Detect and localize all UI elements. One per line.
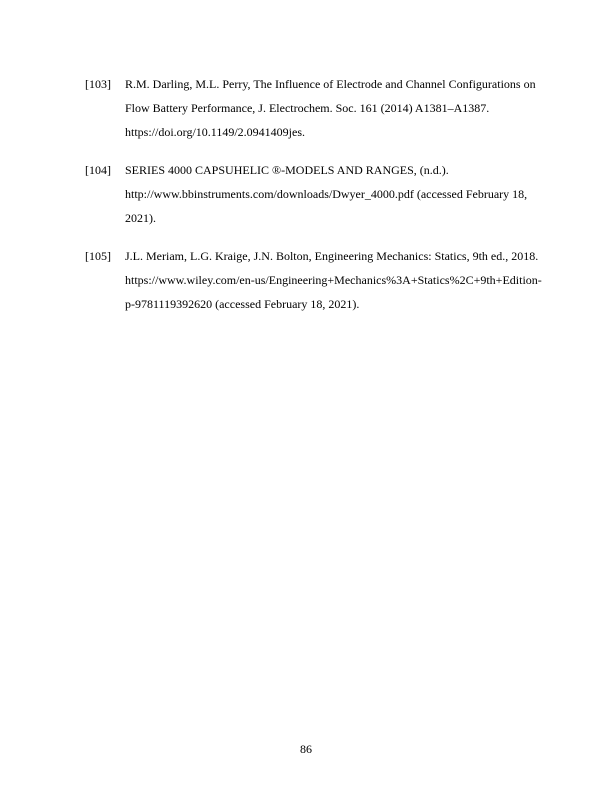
reference-label: [103] xyxy=(85,72,125,144)
reference-entry: [103] R.M. Darling, M.L. Perry, The Infl… xyxy=(85,72,542,144)
reference-label: [105] xyxy=(85,244,125,316)
reference-text: R.M. Darling, M.L. Perry, The Influence … xyxy=(125,72,542,144)
reference-text: J.L. Meriam, L.G. Kraige, J.N. Bolton, E… xyxy=(125,244,542,316)
reference-list: [103] R.M. Darling, M.L. Perry, The Infl… xyxy=(85,72,542,316)
reference-entry: [105] J.L. Meriam, L.G. Kraige, J.N. Bol… xyxy=(85,244,542,316)
reference-label: [104] xyxy=(85,158,125,230)
reference-entry: [104] SERIES 4000 CAPSUHELIC ®-MODELS AN… xyxy=(85,158,542,230)
reference-text: SERIES 4000 CAPSUHELIC ®-MODELS AND RANG… xyxy=(125,158,542,230)
page-number: 86 xyxy=(300,742,312,757)
